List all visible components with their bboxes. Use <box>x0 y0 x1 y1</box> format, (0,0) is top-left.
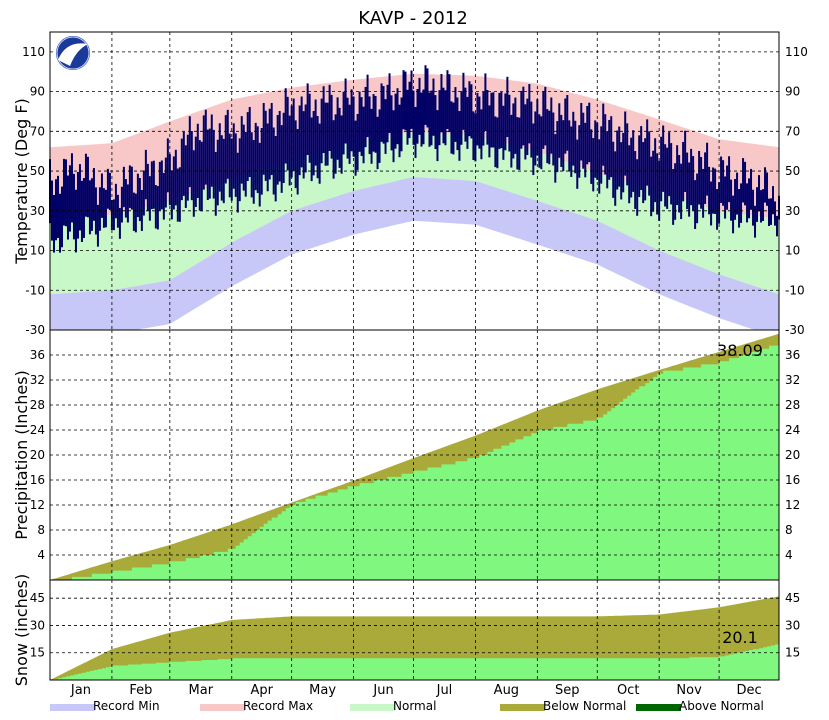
legend-label-record-min: Record Min <box>93 699 160 713</box>
month-label-mar: Mar <box>189 683 214 698</box>
month-label-jul: Jul <box>436 683 453 698</box>
y-tick-label-left: 24 <box>30 423 45 437</box>
y-tick-label-right: 50 <box>785 164 800 178</box>
month-label-sep: Sep <box>555 683 580 698</box>
panel-frame <box>49 579 780 681</box>
y-tick-label-right: 36 <box>785 348 800 362</box>
y-tick-label-left: 110 <box>22 45 45 59</box>
legend-swatch-above-normal <box>636 704 681 711</box>
legend-swatch-normal <box>350 704 395 711</box>
legend: Record Min Record Max Normal Below Normal Ab… <box>50 699 764 713</box>
month-label-apr: Apr <box>250 683 273 698</box>
y-tick-label-right: 16 <box>785 473 800 487</box>
y-axis-label-temperature: Temperature (Deg F) <box>12 98 31 265</box>
noaa-logo <box>54 34 92 72</box>
y-tick-label-right: 70 <box>785 124 800 138</box>
temperature-panel: -30 -30 -10 -10 10 10 30 30 50 50 70 70 90 90 110 110 Te… <box>12 31 808 338</box>
y-tick-label-right: 45 <box>785 591 800 605</box>
y-tick-label-left: 45 <box>30 591 45 605</box>
y-tick-label-right: 15 <box>785 646 800 660</box>
y-tick-label-right: 8 <box>785 523 793 537</box>
y-tick-label-right: 4 <box>785 548 793 562</box>
month-label-jan: Jan <box>70 683 91 698</box>
month-label-feb: Feb <box>129 683 152 698</box>
y-tick-label-left: 16 <box>30 473 45 487</box>
month-label-may: May <box>309 683 336 698</box>
y-tick-label-left: 30 <box>30 618 45 632</box>
y-tick-label-left: 10 <box>30 244 45 258</box>
y-axis-label-precipitation: Precipitation (Inches) <box>12 370 31 540</box>
y-tick-label-left: 12 <box>30 498 45 512</box>
y-tick-label-left: 50 <box>30 164 45 178</box>
y-axis-label-snow: Snow (inches) <box>12 574 31 686</box>
legend-label-below-normal: Below Normal <box>543 699 626 713</box>
y-tick-label-right: -30 <box>785 323 805 337</box>
y-tick-label-right: 110 <box>785 45 808 59</box>
y-tick-label-right: 12 <box>785 498 800 512</box>
y-tick-label-left: 30 <box>30 204 45 218</box>
chart-title: KAVP - 2012 <box>358 8 468 29</box>
actual-cumulative-area <box>50 342 779 580</box>
month-label-jun: Jun <box>372 683 393 698</box>
y-tick-label-left: 70 <box>30 124 45 138</box>
legend-swatch-record-min <box>50 704 95 711</box>
y-tick-label-left: 90 <box>30 85 45 99</box>
y-tick-label-right: 10 <box>785 244 800 258</box>
y-tick-label-left: 36 <box>30 348 45 362</box>
month-label-dec: Dec <box>736 683 761 698</box>
month-label-nov: Nov <box>676 683 702 698</box>
y-tick-label-right: 30 <box>785 618 800 632</box>
actual-cumulative-area <box>50 643 779 680</box>
y-tick-label-left: 4 <box>37 548 45 562</box>
y-tick-label-right: 24 <box>785 423 800 437</box>
y-tick-label-left: 8 <box>37 523 45 537</box>
month-axis: Jan Feb Mar Apr May Jun Jul Aug Sep Oct Nov Dec <box>70 683 762 698</box>
y-tick-label-right: 90 <box>785 85 800 99</box>
y-tick-label-left: -30 <box>25 323 45 337</box>
y-tick-label-left: 32 <box>30 373 45 387</box>
legend-label-record-max: Record Max <box>243 699 313 713</box>
y-tick-label-right: 20 <box>785 448 800 462</box>
month-label-aug: Aug <box>494 683 519 698</box>
y-tick-label-left: 15 <box>30 646 45 660</box>
y-tick-label-right: -10 <box>785 283 805 297</box>
legend-label-above-normal: Above Normal <box>679 699 764 713</box>
month-label-oct: Oct <box>617 683 639 698</box>
y-tick-label-left: 20 <box>30 448 45 462</box>
y-tick-label-right: 32 <box>785 373 800 387</box>
y-tick-label-left: -10 <box>25 283 45 297</box>
below-record-min-background <box>50 220 779 338</box>
legend-label-normal: Normal <box>393 699 436 713</box>
snow-total-label: 20.1 <box>722 628 758 647</box>
precipitation-total-label: 38.09 <box>717 341 763 360</box>
y-tick-label-right: 30 <box>785 204 800 218</box>
y-tick-label-left: 28 <box>30 398 45 412</box>
legend-swatch-below-normal <box>500 704 545 711</box>
precipitation-panel: 4 4 8 8 12 12 16 16 20 20 24 24 28 28 32 32 36 36 Precipit… <box>12 329 800 581</box>
y-tick-label-right: 28 <box>785 398 800 412</box>
legend-swatch-record-max <box>200 704 245 711</box>
